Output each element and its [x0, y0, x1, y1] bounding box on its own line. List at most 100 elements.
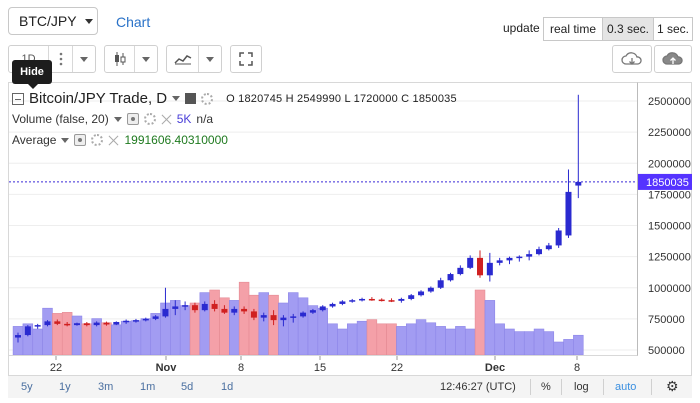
candle-body — [565, 191, 572, 236]
main-series-legend: Bitcoin/JPY Trade, D O 1820745 H 2549990… — [12, 90, 457, 107]
candle-body — [201, 303, 208, 311]
volume-bar — [258, 292, 269, 356]
chevron-down-icon[interactable] — [113, 116, 122, 122]
chevron-down-icon — [206, 56, 214, 62]
indicators-dropdown[interactable] — [199, 46, 221, 72]
range-1y[interactable]: 1y — [59, 381, 71, 393]
time-tick-label: 8 — [238, 362, 244, 374]
chart-type-toolbar — [104, 45, 158, 73]
volume-bar — [445, 328, 456, 356]
volume-value: 5K — [176, 112, 192, 126]
volume-bar — [42, 307, 53, 356]
candle-body — [447, 274, 454, 281]
candle-body — [467, 257, 474, 268]
upload-button[interactable] — [655, 46, 691, 72]
volume-bar — [120, 320, 132, 356]
chart-link[interactable]: Chart — [116, 14, 151, 30]
download-button[interactable] — [613, 46, 651, 72]
chevron-down-icon[interactable] — [172, 96, 181, 101]
candle-body — [408, 295, 415, 299]
candlestick-icon — [114, 52, 125, 66]
range-5d[interactable]: 5d — [181, 381, 194, 393]
candle-body — [64, 323, 71, 326]
candle-body — [535, 249, 542, 255]
chevron-down-icon[interactable] — [61, 137, 70, 143]
candle-body — [15, 335, 21, 338]
volume-bar — [514, 331, 525, 356]
update-realtime-button[interactable]: real time — [543, 17, 603, 41]
chart-svg — [9, 94, 637, 356]
price-tick-label: 1750000 — [648, 189, 691, 201]
range-1m[interactable]: 1m — [140, 381, 156, 393]
update-0.3sec-button[interactable]: 0.3 sec. — [602, 17, 654, 41]
gear-icon[interactable] — [201, 92, 214, 105]
update-1sec-button[interactable]: 1 sec. — [653, 17, 693, 41]
time-tick-label: 8 — [574, 362, 580, 374]
volume-bar — [386, 323, 397, 356]
candle-body — [477, 257, 484, 276]
candle-body — [83, 323, 90, 326]
volume-bar — [543, 331, 555, 356]
range-5y[interactable]: 5y — [21, 381, 33, 393]
volume-bar — [130, 320, 142, 356]
candle-body — [221, 308, 228, 313]
gear-icon[interactable] — [91, 134, 104, 146]
divider — [561, 379, 562, 395]
close-icon[interactable] — [161, 114, 172, 125]
candle-body — [290, 316, 297, 318]
last-price-label: 1850035 — [646, 177, 689, 189]
time-axis[interactable]: 22 Nov 8 15 22 Dec 8 — [8, 356, 692, 376]
fullscreen-button[interactable] — [231, 46, 261, 72]
candle-body — [182, 305, 189, 307]
eye-icon[interactable] — [185, 93, 197, 104]
range-3m[interactable]: 3m — [98, 381, 114, 393]
volume-bar — [396, 326, 407, 356]
volume-bar — [238, 281, 250, 356]
candle-body — [388, 300, 395, 302]
candle-body — [516, 256, 523, 259]
chart-plot-area[interactable] — [8, 82, 638, 356]
volume-bar — [366, 319, 378, 356]
indicators-button[interactable] — [167, 46, 199, 72]
candle-body — [231, 308, 238, 313]
volume-bar — [71, 315, 83, 356]
volume-bar — [111, 324, 122, 356]
candle-body — [103, 322, 110, 325]
candle-body — [241, 308, 248, 312]
indicators-icon — [173, 55, 191, 65]
candle-body — [486, 262, 493, 276]
candle-body — [359, 298, 366, 301]
divider — [530, 379, 531, 395]
volume-bar — [405, 323, 417, 356]
time-tick-label: 22 — [391, 362, 403, 374]
price-axis[interactable]: 2500000 2250000 2000000 1750000 1500000 12500… — [638, 82, 692, 357]
volume-bar — [425, 322, 437, 356]
volume-bar — [81, 323, 93, 356]
hide-series-icon[interactable] — [12, 92, 24, 105]
candle-body — [319, 306, 326, 311]
candle-body — [427, 287, 434, 292]
gear-icon[interactable] — [143, 113, 156, 125]
candle-body — [378, 299, 385, 302]
candle-body — [496, 260, 503, 263]
close-icon[interactable] — [108, 135, 119, 146]
eye-icon[interactable] — [74, 134, 87, 146]
log-toggle[interactable]: log — [574, 381, 589, 393]
percent-toggle[interactable]: % — [541, 381, 551, 393]
auto-toggle[interactable]: auto — [615, 381, 637, 393]
candle-body — [349, 300, 356, 302]
more-icon[interactable] — [49, 46, 73, 72]
candle-body — [93, 322, 100, 326]
candle-body — [575, 181, 582, 186]
time-axis-svg: 22 Nov 8 15 22 Dec 8 — [50, 356, 580, 374]
eye-icon[interactable] — [126, 113, 139, 125]
candlestick-button[interactable] — [105, 46, 135, 72]
pair-select[interactable]: BTC/JPY — [8, 7, 98, 35]
gear-icon[interactable]: ⚙ — [666, 378, 679, 394]
candle-body — [329, 303, 336, 307]
chart-type-dropdown[interactable] — [135, 46, 157, 72]
interval-dropdown[interactable] — [73, 46, 95, 72]
candle-body — [172, 306, 179, 309]
range-1d[interactable]: 1d — [221, 381, 234, 393]
ohlc-values: O 1820745 H 2549990 L 1720000 C 1850035 — [226, 92, 457, 105]
